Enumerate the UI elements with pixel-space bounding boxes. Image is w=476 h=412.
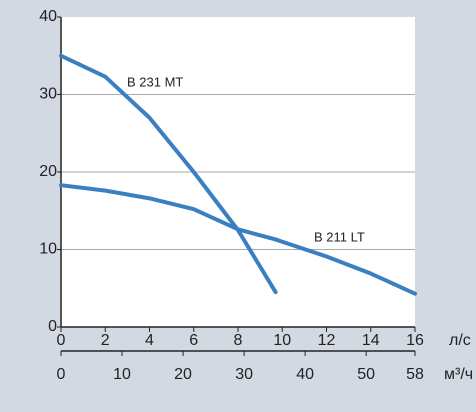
x-tick-label: 10 <box>273 332 291 349</box>
x2-tick-label: 50 <box>357 366 375 383</box>
x-tick-label: 8 <box>234 332 243 349</box>
x-tick-label: 2 <box>101 332 110 349</box>
x2-tick-label: 0 <box>57 366 66 383</box>
curve <box>59 183 417 296</box>
y-tick-label: 10 <box>39 241 57 258</box>
curve <box>59 53 278 295</box>
y-tick-label: 40 <box>39 8 57 25</box>
x-tick-label: 4 <box>145 332 154 349</box>
x2-tick-label: 58 <box>406 366 424 383</box>
x-tick-label: 6 <box>189 332 198 349</box>
x-tick-label: 14 <box>362 332 380 349</box>
x2-tick-label: 10 <box>113 366 131 383</box>
series-label: B 231 MT <box>127 74 183 89</box>
x-axis-unit: л/с <box>449 332 471 349</box>
y-tick-label: 30 <box>39 86 57 103</box>
x2-tick-label: 30 <box>235 366 253 383</box>
series-label: B 211 LT <box>314 229 365 244</box>
x-tick-label: 0 <box>57 332 66 349</box>
x2-tick-label: 40 <box>296 366 314 383</box>
y-tick-label: 0 <box>48 318 57 335</box>
x2-axis-unit: м³/ч <box>444 366 473 383</box>
x-tick-label: 12 <box>318 332 336 349</box>
x2-tick-label: 20 <box>174 366 192 383</box>
y-tick-label: 20 <box>39 163 57 180</box>
x-tick-label: 16 <box>406 332 424 349</box>
